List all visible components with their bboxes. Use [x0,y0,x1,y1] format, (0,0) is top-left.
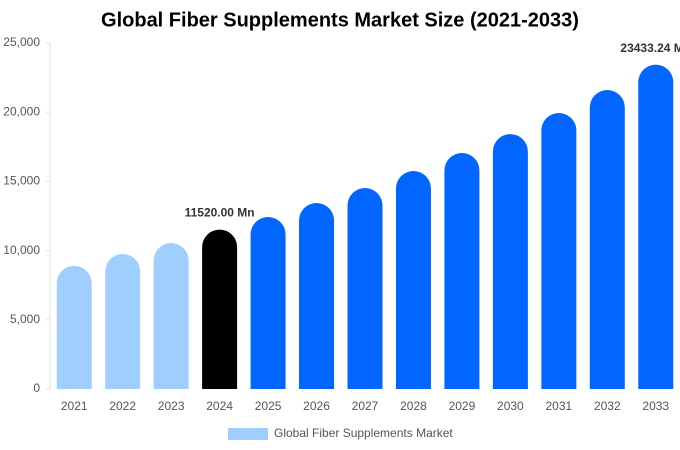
chart-title: Global Fiber Supplements Market Size (20… [101,9,579,31]
x-tick-label: 2029 [449,399,476,413]
legend-swatch [228,428,268,440]
y-tick-label: 20,000 [3,104,40,118]
x-tick-label: 2025 [255,399,282,413]
value-label: 23433.24 Mn [620,41,680,55]
bar [589,90,625,389]
bar [638,64,674,389]
bar [395,171,431,389]
y-tick-label: 25,000 [3,35,40,49]
x-tick-label: 2032 [594,399,621,413]
x-tick-label: 2027 [352,399,379,413]
x-tick-label: 2028 [400,399,427,413]
x-tick-label: 2026 [303,399,330,413]
y-tick-label: 15,000 [3,174,40,188]
bar [492,134,528,389]
y-tick-label: 10,000 [3,243,40,257]
y-tick-label: 0 [33,381,40,395]
legend-label: Global Fiber Supplements Market [274,426,453,440]
bar [444,153,480,389]
x-tick-label: 2023 [158,399,185,413]
bar [56,265,92,389]
bar [250,216,286,389]
x-tick-label: 2031 [545,399,572,413]
x-tick-label: 2024 [206,399,233,413]
bar [347,188,383,389]
y-tick-label: 5,000 [10,312,40,326]
x-tick-label: 2021 [61,399,88,413]
x-tick-label: 2033 [642,399,669,413]
bar [202,229,238,389]
x-tick-label: 2030 [497,399,524,413]
bar [299,202,335,389]
value-label: 11520.00 Mn [185,206,255,220]
bar [541,113,577,389]
x-tick-label: 2022 [109,399,136,413]
bar [153,242,189,389]
bar [105,254,141,389]
